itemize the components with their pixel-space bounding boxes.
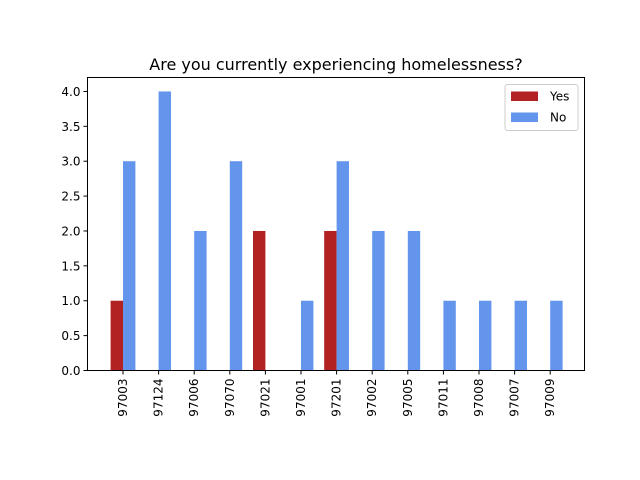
- bar-yes-97003: [110, 300, 123, 371]
- bar-no-97003: [123, 161, 136, 371]
- bar-no-97011: [443, 300, 456, 371]
- y-tick-label: 4.0: [61, 85, 80, 99]
- x-axis: 97003 97124 97006 97070 97021 97001 97201 97002…: [116, 370, 557, 417]
- bar-no-97005: [407, 230, 421, 371]
- bar-no-97001: [301, 300, 314, 371]
- bar-no-97007: [514, 300, 527, 371]
- bar-no-97006: [194, 230, 207, 371]
- chart-title: Are you currently experiencing homelessn…: [149, 55, 522, 74]
- x-tick-label: 97002: [365, 379, 379, 417]
- x-tick-label: 97070: [223, 379, 237, 417]
- plot-frame: [87, 77, 585, 371]
- bar-no-97002: [372, 230, 385, 371]
- y-tick-label: 3.5: [61, 120, 80, 134]
- x-tick-label: 97007: [508, 379, 522, 417]
- x-tick-label: 97005: [401, 379, 415, 417]
- bar-yes-97021: [253, 230, 266, 371]
- x-tick-label: 97011: [436, 379, 450, 417]
- x-tick-label: 97006: [187, 379, 201, 417]
- y-tick-label: 1.0: [61, 294, 80, 308]
- x-tick-label: 97009: [543, 379, 557, 417]
- y-axis: 0.0 0.5 1.0 1.5 2.0 2.5 3.0 3.5 4.0: [61, 85, 88, 378]
- legend-label-no: No: [550, 111, 566, 125]
- legend: Yes No: [504, 84, 579, 131]
- y-tick-label: 3.0: [61, 155, 80, 169]
- bar-yes-97201: [324, 230, 337, 371]
- bar-no-97008: [479, 300, 492, 371]
- legend-label-yes: Yes: [549, 90, 569, 104]
- x-tick-label: 97008: [472, 379, 486, 417]
- bar-no-97009: [550, 300, 563, 371]
- y-tick-label: 1.5: [61, 259, 80, 273]
- x-tick-label: 97003: [116, 379, 130, 417]
- y-tick-label: 0.0: [61, 364, 80, 378]
- x-tick-label: 97001: [294, 379, 308, 417]
- y-tick-label: 0.5: [61, 329, 80, 343]
- x-tick-label: 97021: [258, 379, 272, 417]
- legend-swatch-yes: [511, 91, 538, 101]
- bar-no-97070: [229, 161, 243, 371]
- x-tick-label: 97201: [330, 379, 344, 417]
- legend-swatch-no: [511, 112, 538, 122]
- bar-no-97201: [336, 161, 349, 371]
- y-tick-label: 2.5: [61, 190, 80, 204]
- x-tick-label: 97124: [152, 379, 166, 417]
- bars-group: [110, 91, 563, 371]
- bar-no-97124: [158, 91, 171, 371]
- y-tick-label: 2.0: [61, 224, 80, 238]
